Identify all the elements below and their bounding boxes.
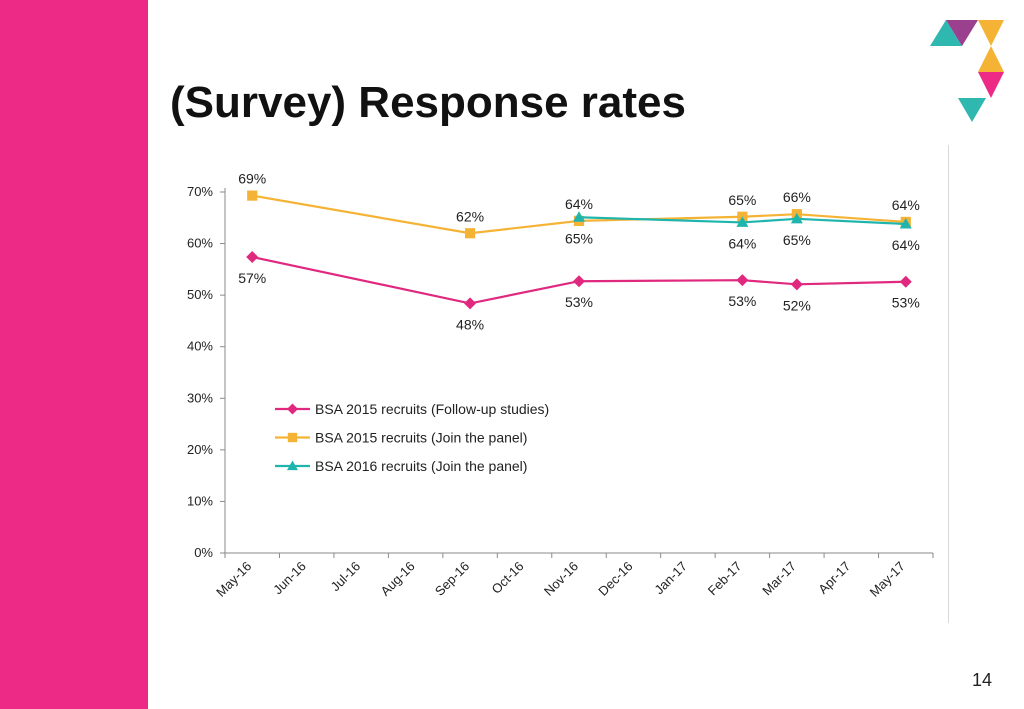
data-point [573,275,585,288]
data-label: 69% [238,171,266,187]
series-line [578,216,906,226]
x-tick-label: Mar-17 [759,559,799,599]
logo-triangle-teal-bottom [958,98,986,122]
x-tick-label: Nov-16 [541,559,581,599]
data-label: 65% [565,230,593,246]
y-tick-label: 70% [187,184,213,199]
legend-swatch-marker [287,460,298,471]
data-point [736,216,749,227]
data-label: 62% [456,208,484,224]
data-point [790,278,803,291]
x-tick-label: Apr-17 [815,559,853,597]
x-tick-label: Jul-16 [328,559,364,595]
y-tick-label: 20% [187,442,213,457]
x-tick-label: Sep-16 [432,559,472,599]
y-tick-label: 0% [194,545,213,560]
data-point [247,190,258,201]
legend-entry: BSA 2015 recruits (Follow-up studies) [315,401,549,417]
data-label: 66% [783,189,811,205]
legend: BSA 2015 recruits (Follow-up studies) BSA… [275,401,549,474]
brand-logo-icon [930,20,1004,122]
sidebar-accent-bar [0,0,148,709]
data-point [899,217,912,229]
data-label: 57% [238,270,266,286]
x-tick-label: Jan-17 [651,559,690,598]
legend-swatch-marker [287,432,298,443]
series-2: 69% 62% 64% 65% 66% 64% [238,171,920,235]
logo-triangle-purple [946,20,978,46]
y-tick-label: 30% [187,390,213,405]
data-label: 65% [783,232,811,248]
data-label: 52% [783,297,811,313]
logo-triangle-orange-top [978,20,1004,46]
y-tick-label: 50% [187,287,213,302]
page-number: 14 [972,670,993,690]
data-label: 53% [565,294,593,310]
chart-frame-edge [948,145,949,623]
data-label: 64% [892,197,920,213]
series-3: 65% 64% 65% 64% [565,216,920,253]
x-tick-label: Jun-16 [270,559,309,598]
data-label: 64% [892,237,920,253]
data-label: 53% [728,293,756,309]
data-label: 65% [728,192,756,208]
x-tick-label: Aug-16 [377,559,417,599]
data-label: 64% [565,196,593,212]
data-label: 48% [456,316,484,332]
legend-entry: BSA 2015 recruits (Join the panel) [315,430,527,446]
response-rate-chart: 0% 10% 20% 30% 40% 50% 60% 70% May-16 Jun-16 Jul-1… [187,171,934,600]
data-label: 53% [892,295,920,311]
x-tick-label: Dec-16 [595,559,635,599]
data-point [573,211,585,222]
series-line [252,255,906,305]
logo-triangle-teal-top [930,20,962,46]
y-tick-label: 10% [187,493,213,508]
page-title: (Survey) Response rates [170,78,686,127]
y-tick-label: 40% [187,339,213,354]
x-tick-label: May-17 [867,559,908,600]
data-label: 64% [728,235,756,251]
data-point [464,297,477,310]
x-tick-label: May-16 [213,559,254,600]
data-point [790,212,803,224]
logo-triangle-orange-mid [978,46,1004,72]
legend-swatch-marker [287,403,298,415]
legend-entry: BSA 2016 recruits (Join the panel) [315,458,527,474]
x-tick-label: Feb-17 [705,559,745,599]
data-point [464,228,476,239]
data-point [736,274,749,287]
x-tick-label: Oct-16 [488,559,526,597]
logo-triangle-pink [978,72,1004,98]
y-tick-label: 60% [187,236,213,251]
data-point [899,275,912,288]
data-point [246,250,259,263]
series-1: 57% 48% 53% 53% 52% 53% [238,255,920,332]
